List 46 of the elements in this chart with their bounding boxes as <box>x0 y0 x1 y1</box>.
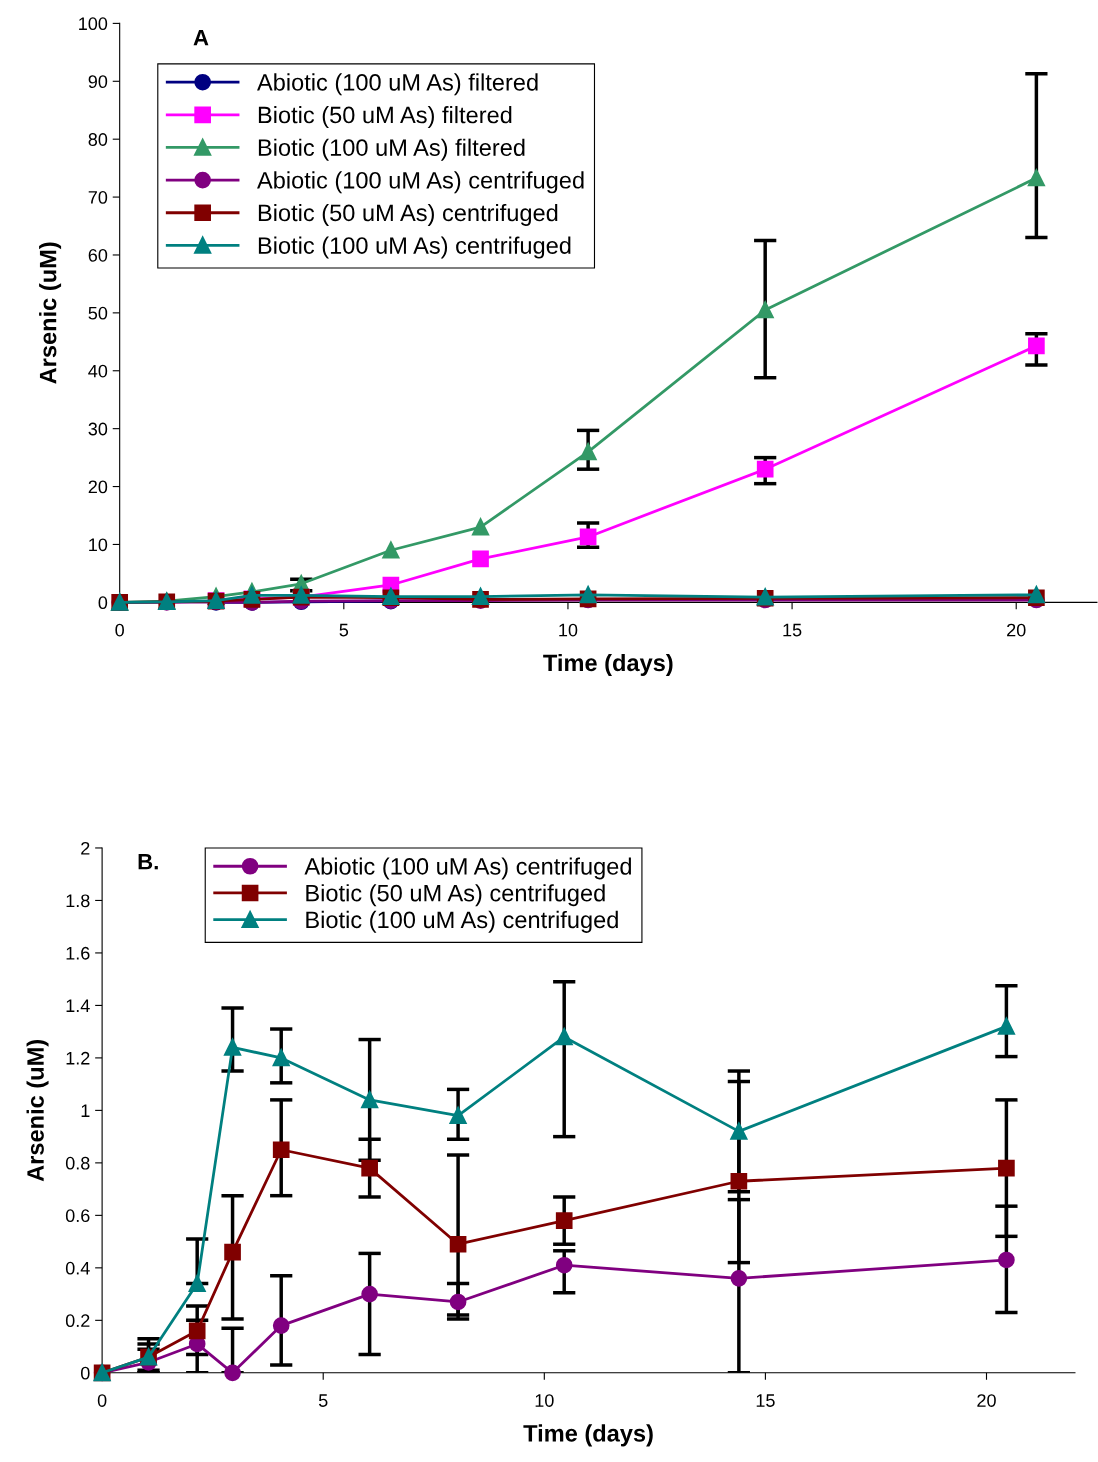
legend-label: Biotic (50 uM As) filtered <box>258 106 512 128</box>
legend-label: Abiotic (100 uM As) filtered <box>257 73 538 96</box>
legend-label: Biotic (100 uM As) centrifuged <box>258 236 571 259</box>
annotation: B. <box>138 854 158 870</box>
legend-label: Biotic (50 uM As) centrifuged <box>258 203 558 226</box>
x-tick-label: 5 <box>318 1394 328 1407</box>
y-tick-label: 2 <box>81 841 90 855</box>
y-tick-label: 80 <box>88 133 108 146</box>
x-tick-label: 20 <box>977 1394 996 1407</box>
y-tick-label: 0.8 <box>65 1156 90 1170</box>
y-tick-label: 0 <box>80 1366 90 1380</box>
x-tick-label: 15 <box>783 623 802 637</box>
y-tick-label: 40 <box>88 364 108 378</box>
x-tick-label: 0 <box>115 623 124 637</box>
x-tick-label: 20 <box>1007 623 1026 637</box>
y-tick-label: 0.2 <box>65 1314 90 1328</box>
y-tick-label: 0.4 <box>65 1261 90 1275</box>
annotation: A <box>193 30 209 46</box>
y-tick-label: 60 <box>88 248 108 262</box>
y-tick-label: 1.2 <box>66 1051 90 1065</box>
legend-label: Abiotic (100 uM As) centrifuged <box>257 171 584 194</box>
y-axis-title: Arsenic (uM) <box>26 1040 49 1182</box>
y-axis-title: Arsenic (uM) <box>39 242 62 384</box>
x-tick-label: 10 <box>559 623 578 637</box>
y-tick-label: 10 <box>89 538 108 552</box>
legend-label: Biotic (100 uM As) centrifuged <box>306 910 618 933</box>
x-tick-label: 10 <box>535 1394 554 1407</box>
x-axis-title: Time (days) <box>543 653 673 676</box>
y-tick-label: 1.6 <box>66 946 90 960</box>
legend-label: Abiotic (100 uM As) centrifuged <box>304 857 631 880</box>
y-tick-label: 30 <box>88 422 108 436</box>
y-tick-label: 1.8 <box>66 894 90 908</box>
x-axis-title: Time (days) <box>523 1424 653 1447</box>
y-tick-label: 20 <box>88 480 108 494</box>
y-tick-label: 1 <box>81 1104 90 1117</box>
y-tick-label: 100 <box>79 17 108 31</box>
y-tick-label: 0 <box>98 596 108 610</box>
y-tick-label: 50 <box>88 306 108 320</box>
y-tick-label: 0.6 <box>65 1209 90 1223</box>
y-tick-label: 70 <box>88 191 108 204</box>
legend-label: Biotic (50 uM As) centrifuged <box>306 884 605 907</box>
x-tick-label: 15 <box>756 1394 775 1407</box>
y-tick-label: 90 <box>88 75 108 89</box>
y-tick-label: 1.4 <box>66 999 90 1012</box>
legend-label: Biotic (100 uM As) filtered <box>258 138 525 161</box>
x-tick-label: 5 <box>339 623 349 637</box>
